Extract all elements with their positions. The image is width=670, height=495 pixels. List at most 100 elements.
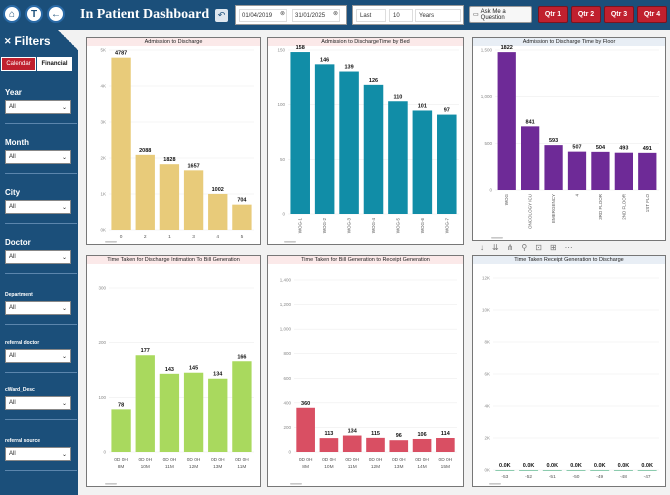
date-from-field[interactable]: 01/04/2019 <box>239 9 287 22</box>
back-icon[interactable]: ← <box>47 5 65 23</box>
x-tick-label: 0D 0H 14M <box>415 457 429 470</box>
scrollbar[interactable] <box>105 483 117 485</box>
chevron-down-icon: ⌄ <box>61 204 67 211</box>
filter-select[interactable]: All ⌄ <box>5 349 71 363</box>
bar[interactable] <box>232 204 252 230</box>
scrollbar[interactable] <box>284 241 296 243</box>
clear-icon[interactable]: ⊗ <box>280 11 286 17</box>
bar[interactable] <box>389 440 409 452</box>
scrollbar[interactable] <box>290 483 302 485</box>
bar[interactable] <box>135 355 155 452</box>
bar[interactable] <box>208 193 228 230</box>
x-tick-label: 4 <box>216 234 219 240</box>
filters-panel: ✕ Filters Calendar Financial Year All ⌄ Mon… <box>0 30 78 495</box>
scrollbar[interactable] <box>105 241 117 243</box>
drill-mode-icon[interactable]: ⋔ <box>506 242 514 252</box>
bar[interactable] <box>521 126 540 190</box>
bar[interactable] <box>542 470 562 471</box>
bar[interactable] <box>111 409 131 452</box>
filter-select[interactable]: All ⌄ <box>5 301 71 315</box>
bar[interactable] <box>342 435 362 452</box>
qtr-3-button[interactable]: Qtr 3 <box>604 6 634 23</box>
bar[interactable] <box>412 110 433 214</box>
bar[interactable] <box>363 84 384 214</box>
drill-down-icon[interactable]: ↓ <box>480 242 484 252</box>
financial-button[interactable]: Financial <box>37 57 72 71</box>
bar[interactable] <box>290 52 310 214</box>
relative-mode-select[interactable]: Last <box>356 9 386 22</box>
bar[interactable] <box>519 470 539 471</box>
relative-count-field[interactable]: 10 <box>389 9 413 22</box>
calendar-button[interactable]: Calendar <box>1 57 36 71</box>
filter-icon[interactable]: ⚲ <box>521 242 528 252</box>
home-icon[interactable]: ⌂ <box>3 5 21 23</box>
chart-intimation-to-bill[interactable]: Time Taken for Discharge Intimation To B… <box>86 255 261 487</box>
bar[interactable] <box>159 164 180 230</box>
data-label: 841 <box>526 119 535 125</box>
scrollbar[interactable] <box>489 483 501 485</box>
bar[interactable] <box>637 470 657 471</box>
chart-receipt-to-discharge[interactable]: Time Taken Receipt Generation to Dischar… <box>472 255 666 487</box>
bar[interactable] <box>613 470 633 471</box>
more-options-icon[interactable]: ⋯ <box>564 242 573 252</box>
bar[interactable] <box>159 373 180 452</box>
filter-select[interactable]: All ⌄ <box>5 100 71 114</box>
data-label: 143 <box>165 367 174 373</box>
clear-icon[interactable]: ⊗ <box>333 11 339 17</box>
filter-icon[interactable]: T <box>25 5 43 23</box>
divider <box>5 123 77 124</box>
qtr-1-button[interactable]: Qtr 1 <box>538 6 568 23</box>
bar[interactable] <box>339 71 359 215</box>
filter-referral-source: referral source All ⌄ <box>5 438 77 471</box>
focus-mode-icon[interactable]: ⊞ <box>549 242 557 252</box>
bar[interactable] <box>366 437 385 452</box>
filter-select[interactable]: All ⌄ <box>5 250 71 264</box>
bar[interactable] <box>296 407 315 452</box>
bar[interactable] <box>135 154 155 230</box>
bar[interactable] <box>111 57 131 230</box>
bar[interactable] <box>412 438 432 452</box>
relative-unit-select[interactable]: Years <box>415 9 461 22</box>
bar[interactable] <box>314 64 335 214</box>
chart-canvas: 0 50 100 150 158 WOG-1 146 WOG-2 139 WOG-3 126 WOG-… <box>277 45 459 243</box>
filter-select[interactable]: All ⌄ <box>5 396 71 410</box>
bar[interactable] <box>495 470 515 471</box>
chart-admission-by-bed[interactable]: Admission to DischargeTime by Bed 0 50 100 1… <box>267 37 464 245</box>
bar[interactable] <box>437 114 457 214</box>
bar[interactable] <box>591 151 610 190</box>
chart-title: Admission to Discharge Time by Floor <box>473 38 665 46</box>
scrollbar[interactable] <box>491 237 503 239</box>
bar[interactable] <box>183 372 204 452</box>
filter-select[interactable]: All ⌄ <box>5 150 71 164</box>
chart-bill-to-receipt[interactable]: Time Taken for Bill Generation to Receip… <box>267 255 464 487</box>
date-to-field[interactable]: 31/01/2025 <box>292 9 340 22</box>
bar[interactable] <box>319 438 339 452</box>
bar[interactable] <box>638 152 657 190</box>
bar[interactable] <box>590 470 610 471</box>
chevron-down-icon: ⌄ <box>61 154 67 161</box>
close-icon[interactable]: ✕ <box>4 35 12 46</box>
bar[interactable] <box>566 470 586 471</box>
pin-icon[interactable]: ⊡ <box>535 242 542 252</box>
bar[interactable] <box>567 151 587 190</box>
bar[interactable] <box>436 437 455 452</box>
undo-icon[interactable]: ↶ <box>215 9 228 22</box>
bar[interactable] <box>544 145 563 190</box>
qtr-4-button[interactable]: Qtr 4 <box>637 6 667 23</box>
bar[interactable] <box>388 101 408 214</box>
bar[interactable] <box>614 152 633 190</box>
y-tick-label: 800 <box>283 351 291 356</box>
chart-admission-to-discharge[interactable]: Admission to Discharge 0K 1K 2K 3K 4K 5K 4787 0 2… <box>86 37 261 245</box>
expand-hierarchy-icon[interactable]: ⇊ <box>492 242 499 252</box>
bar[interactable] <box>497 52 516 190</box>
bar[interactable] <box>232 361 252 452</box>
y-tick-label: 600 <box>283 376 291 381</box>
ask-question-button[interactable]: ▭ Ask Me a Question <box>469 6 532 23</box>
qtr-2-button[interactable]: Qtr 2 <box>571 6 601 23</box>
filter-select[interactable]: All ⌄ <box>5 447 71 461</box>
bar[interactable] <box>208 378 228 452</box>
bar[interactable] <box>183 170 204 230</box>
filter-select[interactable]: All ⌄ <box>5 200 71 214</box>
x-tick-label: 0 <box>120 234 123 240</box>
chart-admission-by-floor[interactable]: Admission to Discharge Time by Floor 0 500… <box>472 37 666 241</box>
